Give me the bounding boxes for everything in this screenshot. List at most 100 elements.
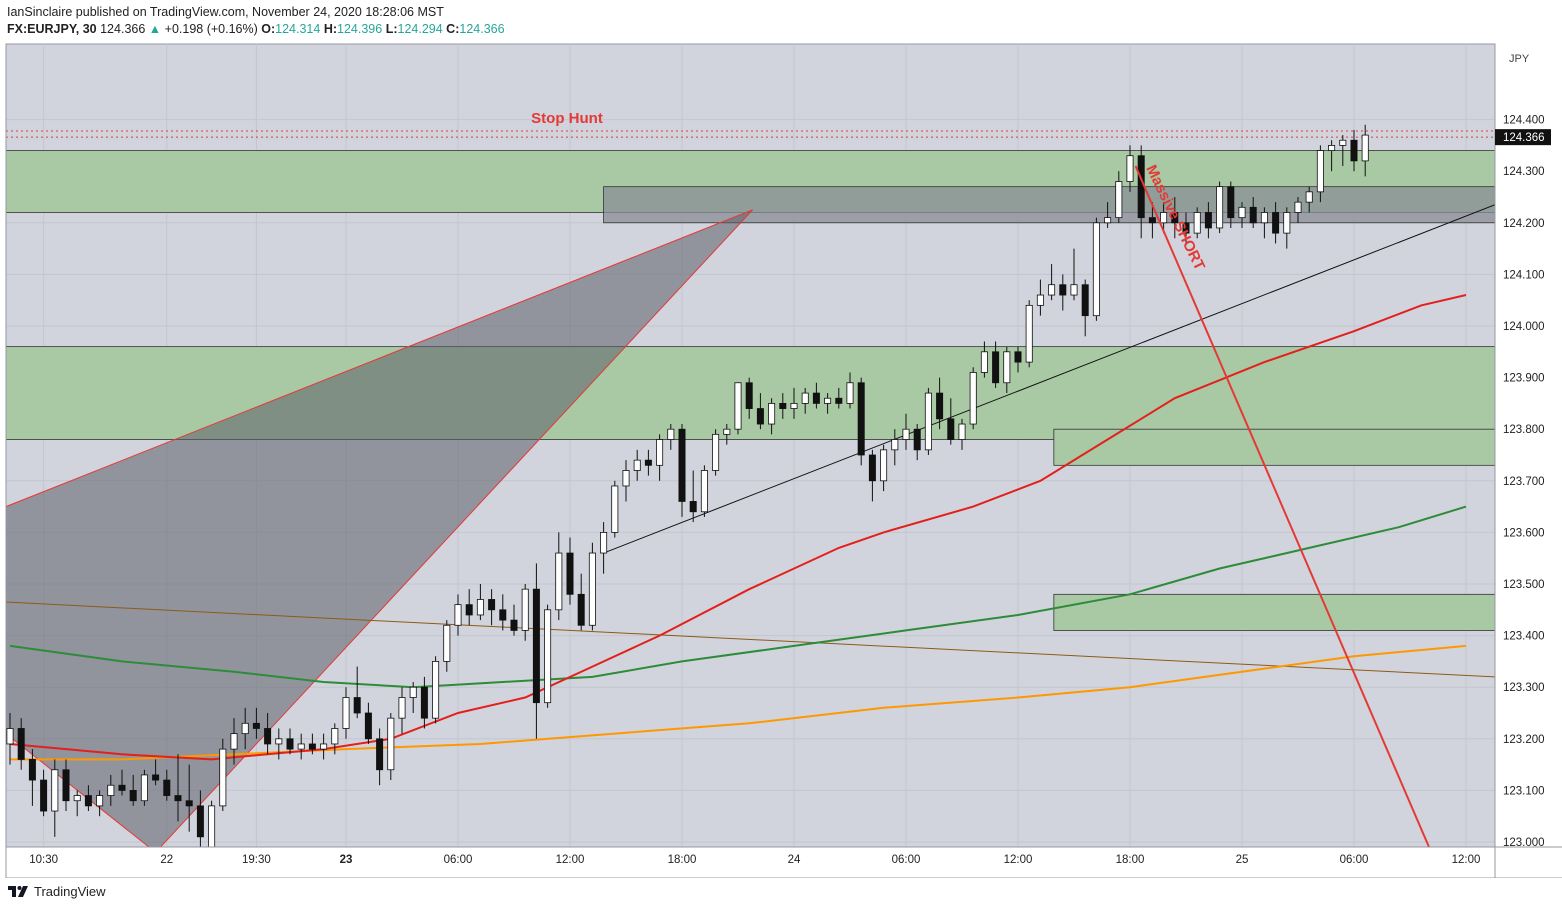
candle-body-up [454,604,462,626]
candle-body-down [1204,212,1212,229]
candle-body-down [62,769,70,802]
candle-body-up [633,459,641,471]
price-tick-label: 123.600 [1503,527,1545,539]
candle [252,707,260,739]
candle [208,800,216,847]
candle-body-up [891,439,899,451]
current-price-badge [1495,129,1551,146]
candle-body-down [118,784,126,791]
candle [297,733,305,760]
candle-body-up [700,470,708,513]
candle-body-up [107,784,115,796]
candle [857,377,865,466]
time-tick-label: 12:00 [1004,854,1033,866]
candle-body-up [6,728,14,745]
candle [376,728,384,786]
candle [1036,279,1044,316]
symbol-label[interactable]: FX:EURJPY, 30 [7,22,97,36]
candle-body-down [1350,139,1358,162]
candle-body-up [544,609,552,704]
time-tick-label: 25 [1236,854,1249,866]
ema-green-line [9,505,1467,689]
candle-body-up [902,428,910,440]
candle [398,687,406,734]
open-label: O: [261,22,276,36]
candle [969,367,977,430]
candle-body-down [1014,351,1022,363]
candle [342,687,350,739]
candle-body-down [756,408,764,425]
price-tick-label: 123.100 [1503,785,1545,797]
candle-body-up [1126,155,1134,182]
candle-body-down [196,805,204,838]
candle [219,738,227,812]
time-tick-label: 10:30 [29,854,58,866]
candle [1126,145,1134,192]
candle [1014,346,1022,373]
change-value: +0.198 (+0.16%) [164,22,258,36]
candle [51,759,59,837]
candle [756,393,764,430]
candle-body-up [588,552,596,626]
candle-body-down [644,459,652,466]
candle-body-up [880,449,888,482]
candle [936,377,944,430]
candle-body-down [174,795,182,802]
candle [387,713,395,781]
candle-body-up [1238,206,1246,219]
open-value: 124.314 [275,22,321,36]
candle-body-up [600,532,608,554]
candle [734,382,742,435]
candle-body-up [1260,212,1268,224]
candle-body-down [465,604,473,616]
price-tick-label: 123.000 [1503,837,1545,849]
candle [1148,202,1156,239]
candle-body-up [96,795,104,807]
candle [432,656,440,724]
candle [331,723,339,755]
candle [880,444,888,492]
candle [286,728,294,755]
candle [801,387,809,414]
order-block-zone [603,186,1495,224]
candle [420,676,428,729]
candle [1238,202,1246,228]
tradingview-brand[interactable]: TradingView [34,883,106,899]
candle-body-up [980,351,988,373]
candle-body-up [275,738,283,745]
candle [790,387,798,419]
candle [1305,186,1313,213]
candle [1316,145,1324,203]
candle [1193,207,1201,239]
candle [1059,274,1067,311]
candle-body-up [1025,304,1033,363]
candle [891,429,899,466]
wedge-pattern [6,209,753,847]
candle [913,424,921,461]
candle [196,790,204,847]
change-arrow-icon: ▲ [148,22,162,36]
tradingview-logo-icon[interactable] [7,884,29,898]
candle [1104,202,1112,228]
candle [958,418,966,450]
candle-body-down [936,392,944,420]
candle [454,594,462,636]
candle-body-up [790,402,798,409]
high-value: 124.396 [337,22,383,36]
candle [62,759,70,812]
candle-body-down [185,800,193,807]
candle [1171,197,1179,239]
candle [633,449,641,481]
candle [980,341,988,378]
candle-body-down [1249,206,1257,224]
candle-body-up [1328,144,1336,151]
candle-body-up [387,717,395,771]
price-tick-label: 123.200 [1503,734,1545,746]
candle-body-up [241,722,249,735]
time-tick-label: 12:00 [1452,854,1481,866]
candle [1160,202,1168,234]
time-tick-label: 06:00 [892,854,921,866]
candle [1182,212,1190,244]
candle [28,749,36,806]
